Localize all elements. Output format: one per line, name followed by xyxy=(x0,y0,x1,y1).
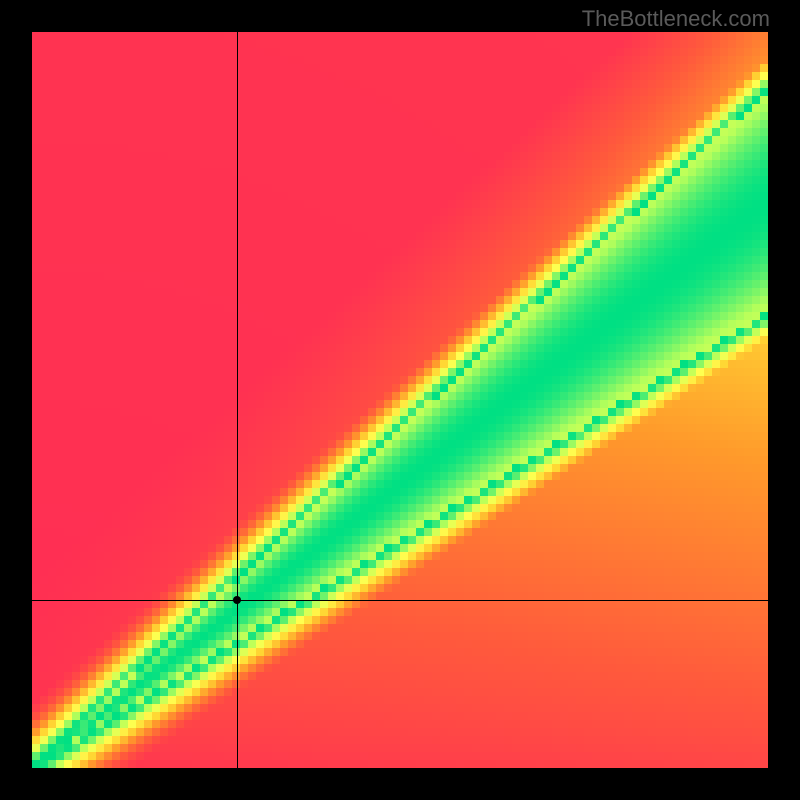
crosshair-vertical xyxy=(237,32,238,768)
watermark-text: TheBottleneck.com xyxy=(582,6,770,32)
heatmap-canvas xyxy=(32,32,768,768)
crosshair-horizontal xyxy=(32,600,768,601)
plot-container xyxy=(32,32,768,768)
crosshair-marker xyxy=(233,596,241,604)
